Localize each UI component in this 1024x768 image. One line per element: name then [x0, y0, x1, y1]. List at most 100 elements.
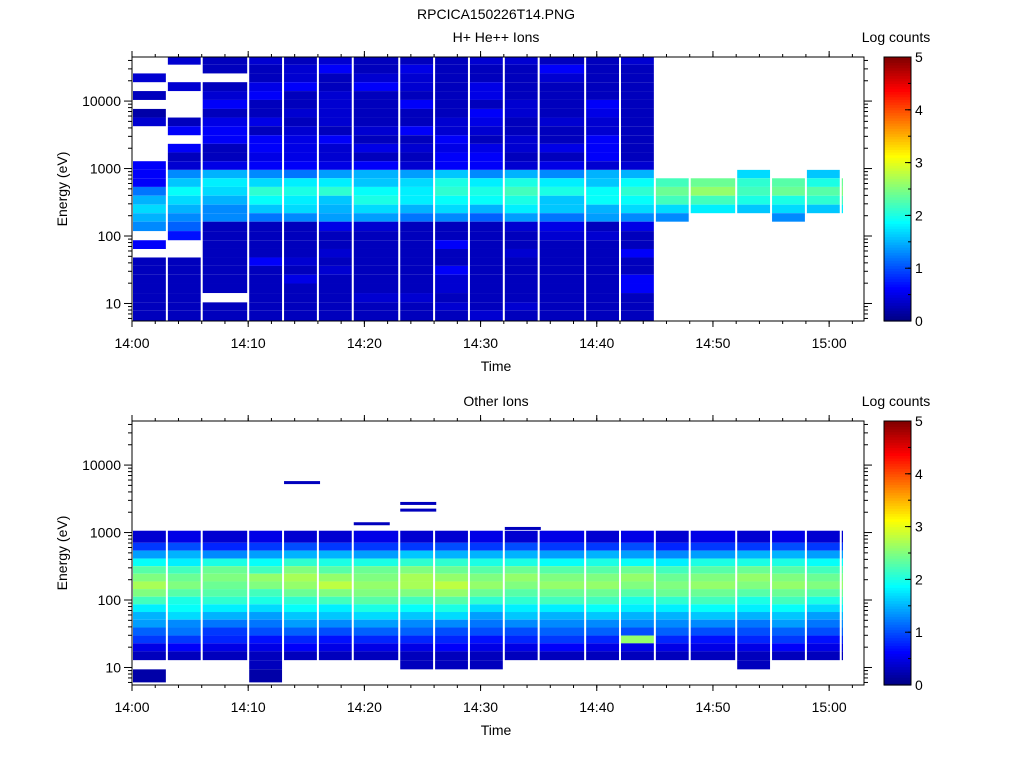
colorbar-segment: [884, 302, 911, 306]
heatmap-cell: [318, 231, 352, 241]
heatmap-cell: [400, 57, 434, 65]
heatmap-cell: [655, 635, 689, 644]
heatmap-cell: [586, 619, 619, 628]
heatmap-cell: [353, 604, 399, 613]
heatmap-cell: [621, 82, 654, 92]
heatmap-cell: [841, 651, 843, 661]
heatmap-cell: [435, 73, 468, 83]
heatmap-cell: [772, 186, 805, 196]
y-tick-label: 10000: [82, 93, 121, 109]
heatmap-cell: [284, 169, 317, 179]
colorbar-segment: [884, 537, 911, 541]
y-tick-label: 10: [105, 659, 121, 675]
heatmap-cell: [539, 530, 585, 543]
heatmap-cell: [469, 64, 503, 74]
x-tick-label: 14:20: [347, 335, 382, 351]
heatmap-cell: [690, 566, 736, 574]
heatmap-cell: [737, 169, 771, 179]
heatmap-cell: [202, 213, 248, 222]
heatmap-cell: [318, 108, 352, 118]
heatmap-cell: [737, 558, 771, 567]
heatmap-cell: [841, 627, 843, 636]
heatmap-cell: [737, 619, 771, 628]
heatmap-cell: [318, 91, 352, 100]
colorbar-segment: [884, 505, 911, 509]
heatmap-cell: [435, 143, 468, 153]
colorbar-segment: [884, 233, 911, 238]
heatmap-cell: [539, 204, 585, 214]
heatmap-cell: [284, 596, 317, 605]
heatmap-cell: [435, 550, 468, 559]
heatmap-cell: [400, 558, 434, 567]
heatmap-cell: [249, 99, 283, 109]
heatmap-cell: [318, 213, 352, 222]
heatmap-cell: [621, 248, 654, 258]
heatmap-cell: [690, 596, 736, 605]
heatmap-cell: [202, 248, 248, 258]
heatmap-cell: [133, 643, 166, 652]
heatmap-cell: [772, 627, 805, 636]
heatmap-cell: [133, 542, 166, 551]
heatmap-cell: [621, 204, 654, 214]
heatmap-cell: [435, 195, 468, 205]
heatmap-cell: [655, 619, 689, 628]
heatmap-cell: [435, 186, 468, 196]
heatmap-cell: [621, 99, 654, 109]
colorbar-segment: [884, 236, 911, 240]
heatmap-cell: [353, 558, 399, 567]
y-tick-label: 100: [98, 592, 122, 608]
heatmap-cell: [202, 643, 248, 652]
colorbar-segment: [884, 241, 911, 246]
heatmap-cell: [539, 265, 585, 275]
x-tick-label: 14:10: [231, 335, 266, 351]
heatmap-cell: [167, 550, 201, 559]
colorbar-tick-label: 0: [915, 313, 923, 329]
heatmap-cell: [284, 566, 317, 574]
heatmap-cell: [469, 248, 503, 258]
heatmap-cell: [655, 213, 689, 222]
heatmap-cell: [737, 195, 771, 205]
heatmap-cell: [772, 604, 805, 613]
heatmap-cell: [655, 178, 689, 187]
heatmap-cell: [772, 204, 805, 214]
heatmap-cell: [167, 619, 201, 628]
heatmap-cell: [167, 604, 201, 613]
heatmap-cell: [806, 186, 840, 196]
heatmap-cell: [202, 612, 248, 620]
heatmap-cell: [353, 530, 399, 543]
colorbar-segment: [884, 310, 911, 314]
y-axis: 10 100 1000 10000: [82, 59, 872, 319]
heatmap-cell: [167, 186, 201, 196]
heatmap-cell: [202, 596, 248, 605]
heatmap-cell: [353, 257, 399, 266]
heatmap-cell: [504, 581, 538, 590]
heatmap-cell: [133, 293, 166, 303]
heatmap-cell: [435, 248, 468, 258]
heatmap-cell: [202, 64, 248, 74]
heatmap-cell: [435, 57, 468, 65]
colorbar-segment: [884, 634, 911, 639]
heatmap-cell: [504, 152, 538, 162]
colorbar-segment: [884, 91, 911, 95]
heatmap-cell: [284, 99, 317, 109]
heatmap-cell: [621, 265, 654, 275]
heatmap-cell: [841, 604, 843, 613]
heatmap-cell: [621, 186, 654, 196]
colorbar-segment: [884, 109, 911, 114]
heatmap-cell: [435, 82, 468, 92]
heatmap-cell: [167, 635, 201, 644]
colorbar-segment: [884, 107, 911, 111]
heatmap-cell: [586, 627, 619, 636]
heatmap-cell: [841, 635, 843, 644]
colorbar-segment: [884, 471, 911, 475]
heatmap-cell: [539, 82, 585, 92]
heatmap-cell: [249, 542, 283, 551]
heatmap-cell: [318, 152, 352, 162]
heatmap-cell: [202, 178, 248, 187]
colorbar-segment: [884, 305, 911, 309]
heatmap-cells: [133, 57, 843, 321]
heatmap-cell: [737, 604, 771, 613]
heatmap-cell: [655, 195, 689, 205]
colorbar-segment: [884, 257, 911, 261]
colorbar-segment: [884, 658, 911, 662]
